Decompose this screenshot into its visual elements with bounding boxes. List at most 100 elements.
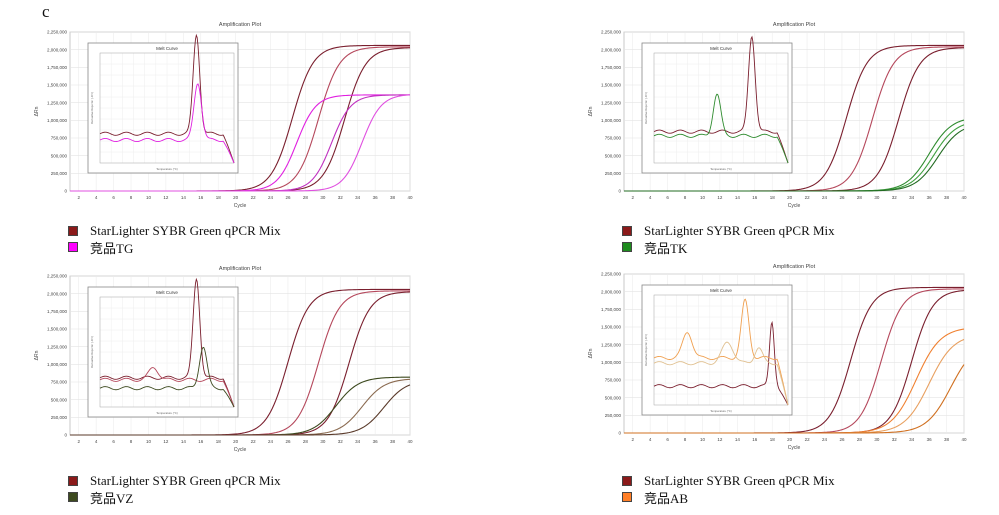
y-axis-label: ΔRn — [588, 348, 594, 358]
inset-x-axis-label: Temperature (°C) — [156, 411, 178, 415]
x-tick-label: 6 — [666, 195, 669, 200]
x-tick-label: 22 — [805, 437, 811, 442]
x-tick-label: 18 — [770, 195, 776, 200]
inset-plot-area — [99, 52, 235, 164]
chart-panel-vz: 2 4 6 8 10 12 14 16 18 20 22 24 26 28 30 32 34 36 38 40 0 250… — [30, 262, 415, 462]
x-tick-label: 36 — [927, 437, 933, 442]
y-tick-label: 250,000 — [51, 415, 68, 420]
amplification-curve — [70, 94, 411, 192]
x-tick-label: 38 — [390, 439, 396, 444]
y-tick-label: 2,000,000 — [601, 289, 622, 294]
y-tick-label: 750,000 — [51, 136, 68, 141]
x-tick-label: 4 — [95, 195, 98, 200]
amplification-plot: 2 4 6 8 10 12 14 16 18 20 22 24 26 28 30 32 34 36 38 400250… — [34, 22, 413, 209]
legend-entry: 竞品VZ — [68, 489, 281, 506]
inset-title: Melt Curve — [710, 288, 732, 293]
legend-tg: StarLighter SYBR Green qPCR Mix 竞品TG — [68, 223, 281, 256]
x-tick-label: 32 — [338, 195, 344, 200]
y-tick-label: 1,500,000 — [47, 83, 68, 88]
x-tick-label: 10 — [146, 439, 152, 444]
y-tick-label: 250,000 — [605, 171, 622, 176]
legend-label: 竞品VZ — [90, 490, 134, 506]
x-tick-label: 14 — [735, 195, 741, 200]
x-tick-label: 4 — [649, 195, 652, 200]
y-tick-label: 1,500,000 — [601, 325, 622, 330]
x-axis-label: Cycle — [788, 445, 801, 451]
x-tick-label: 40 — [407, 439, 413, 444]
y-tick-label: 500,000 — [605, 153, 622, 158]
y-tick-label: 750,000 — [605, 136, 622, 141]
y-tick-label: 1,250,000 — [601, 342, 622, 347]
melt-curve — [99, 33, 235, 164]
inset-title: Melt Curve — [156, 290, 178, 295]
y-tick-label: 2,000,000 — [47, 291, 68, 296]
x-tick-label: 4 — [649, 437, 652, 442]
inset-y-axis-label: Derivative Reporter (-Rn') — [644, 334, 648, 366]
y-tick-label: 2,250,000 — [601, 30, 622, 35]
y-tick-label: 1,500,000 — [47, 327, 68, 332]
inset-y-axis-label: Derivative Reporter (-Rn') — [90, 336, 94, 368]
legend-swatch — [622, 476, 632, 486]
panel-label: c — [42, 2, 50, 21]
x-tick-label: 28 — [857, 195, 863, 200]
legend-label: StarLighter SYBR Green qPCR Mix — [644, 223, 835, 238]
x-tick-label: 40 — [961, 437, 967, 442]
y-tick-label: 2,000,000 — [47, 47, 68, 52]
y-tick-label: 1,000,000 — [47, 362, 68, 367]
x-tick-label: 32 — [892, 437, 898, 442]
x-tick-label: 32 — [892, 195, 898, 200]
x-tick-label: 40 — [961, 195, 967, 200]
x-tick-label: 38 — [390, 195, 396, 200]
y-axis-label: ΔRn — [588, 106, 594, 116]
x-tick-label: 14 — [181, 195, 187, 200]
legend-swatch — [622, 242, 632, 252]
y-tick-label: 0 — [618, 189, 621, 194]
chart-title: Amplification Plot — [219, 22, 262, 28]
legend-label: StarLighter SYBR Green qPCR Mix — [644, 473, 835, 488]
x-tick-label: 30 — [874, 437, 880, 442]
x-tick-label: 2 — [631, 195, 634, 200]
amplification-curve — [70, 384, 411, 436]
x-tick-label: 12 — [717, 437, 723, 442]
inset-plot-area — [99, 296, 235, 408]
x-tick-label: 28 — [303, 195, 309, 200]
legend-label: 竞品AB — [644, 490, 689, 506]
inset-x-axis-label: Temperature (°C) — [156, 167, 178, 171]
x-tick-label: 22 — [251, 439, 257, 444]
legend-swatch — [622, 226, 632, 236]
x-tick-label: 34 — [355, 195, 361, 200]
amplification-curve — [624, 128, 965, 192]
legend-label: StarLighter SYBR Green qPCR Mix — [90, 223, 281, 238]
legend-entry: StarLighter SYBR Green qPCR Mix — [622, 473, 835, 489]
x-tick-label: 8 — [684, 437, 687, 442]
chart-panel-tg: 2 4 6 8 10 12 14 16 18 20 22 24 26 28 30 32 34 36 38 40 0 250… — [30, 18, 415, 218]
chart-title: Amplification Plot — [773, 22, 816, 28]
legend-entry: 竞品TG — [68, 239, 281, 256]
y-tick-label: 500,000 — [51, 153, 68, 158]
x-tick-label: 12 — [163, 439, 169, 444]
x-tick-label: 20 — [787, 195, 793, 200]
x-tick-label: 2 — [77, 195, 80, 200]
inset-y-axis-label: Derivative Reporter (-Rn') — [90, 92, 94, 124]
x-tick-label: 14 — [735, 437, 741, 442]
chart-title: Amplification Plot — [773, 264, 816, 270]
x-tick-label: 24 — [822, 437, 828, 442]
x-tick-label: 24 — [268, 439, 274, 444]
chart-title: Amplification Plot — [219, 266, 262, 272]
x-tick-label: 26 — [285, 195, 291, 200]
y-tick-label: 750,000 — [605, 378, 622, 383]
amplification-plot: 2 4 6 8 10 12 14 16 18 20 22 24 26 28 30 32 34 36 38 400250… — [588, 22, 967, 209]
legend-swatch — [68, 476, 78, 486]
x-tick-label: 20 — [787, 437, 793, 442]
y-tick-label: 500,000 — [605, 395, 622, 400]
legend-entry: StarLighter SYBR Green qPCR Mix — [68, 473, 281, 489]
x-tick-label: 18 — [770, 437, 776, 442]
melt-curve — [653, 341, 789, 406]
inset-title: Melt Curve — [710, 46, 732, 51]
x-axis-label: Cycle — [234, 447, 247, 453]
x-tick-label: 40 — [407, 195, 413, 200]
x-tick-label: 16 — [752, 195, 758, 200]
y-tick-label: 250,000 — [51, 171, 68, 176]
x-tick-label: 20 — [233, 439, 239, 444]
y-tick-label: 1,000,000 — [601, 360, 622, 365]
